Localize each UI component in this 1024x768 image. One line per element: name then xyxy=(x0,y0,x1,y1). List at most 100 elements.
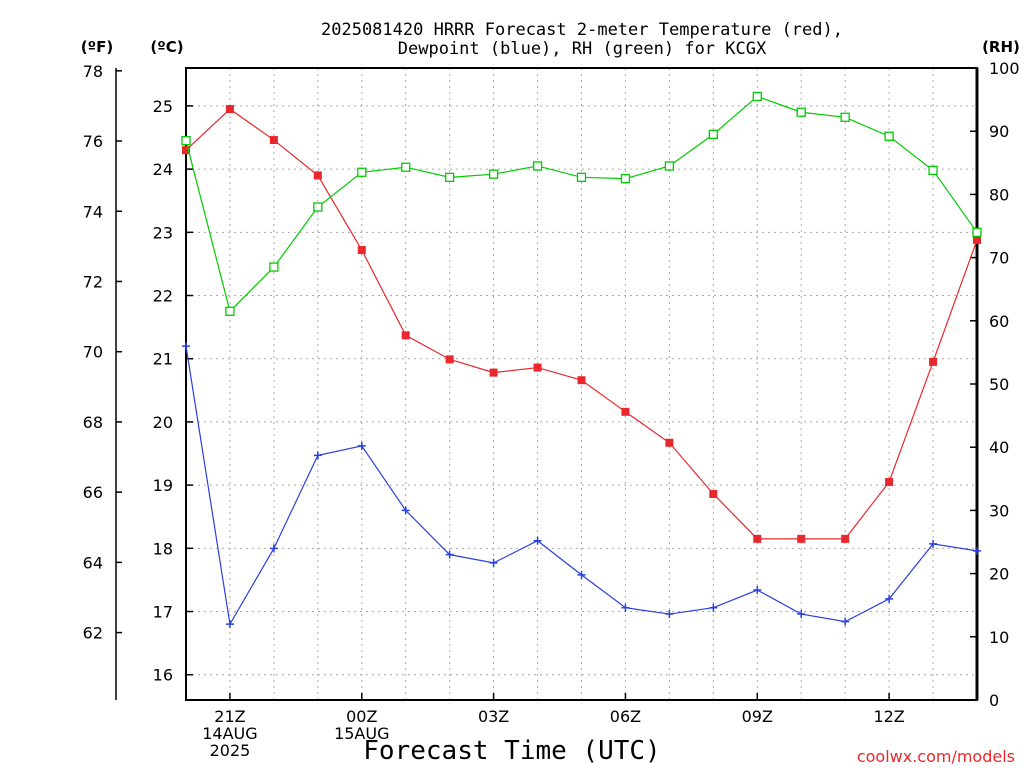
rh-unit-label: (RH) xyxy=(982,38,1020,56)
dewpoint-point xyxy=(709,603,718,612)
dewpoint-point xyxy=(621,603,630,612)
rh-tick-label: 30 xyxy=(989,501,1009,520)
temperature-point xyxy=(753,534,762,543)
rh-tick-label: 10 xyxy=(989,628,1009,647)
rh-point xyxy=(884,131,894,141)
celsius-tick-label: 21 xyxy=(153,350,173,369)
dewpoint-point xyxy=(225,620,234,629)
rh-point xyxy=(225,306,235,316)
x-tick-label: 2025 xyxy=(210,741,251,760)
rh-point xyxy=(357,167,367,177)
temperature-point xyxy=(533,363,542,372)
chart-title-line-2: Dewpoint (blue), RH (green) for KCGX xyxy=(398,39,767,59)
rh-tick-label: 0 xyxy=(989,691,999,710)
temperature-point xyxy=(841,534,850,543)
fahrenheit-tick-label: 72 xyxy=(83,272,103,291)
temperature-point xyxy=(445,355,454,364)
rh-tick-label: 50 xyxy=(989,375,1009,394)
temperature-point xyxy=(357,246,366,255)
dewpoint-point xyxy=(269,544,278,553)
fahrenheit-tick-label: 64 xyxy=(83,553,103,572)
fahrenheit-tick-label: 66 xyxy=(83,483,103,502)
fahrenheit-tick-label: 70 xyxy=(83,343,103,362)
rh-point xyxy=(576,172,587,182)
celsius-tick-label: 24 xyxy=(153,160,173,179)
x-tick-label: 03Z xyxy=(478,707,509,726)
rh-point xyxy=(752,91,762,102)
x-tick-label: 21Z xyxy=(214,707,245,726)
x-axis-label: Forecast Time (UTC) xyxy=(363,736,660,766)
dewpoint-point xyxy=(401,506,410,515)
dewpoint-point xyxy=(929,539,938,548)
celsius-tick-label: 16 xyxy=(153,666,173,685)
x-tick-label: 00Z xyxy=(346,707,377,726)
fahrenheit-tick-label: 68 xyxy=(83,413,103,432)
celsius-tick-label: 22 xyxy=(153,287,173,306)
temperature-point xyxy=(401,331,410,340)
rh-tick-label: 100 xyxy=(989,59,1020,78)
rh-tick-label: 20 xyxy=(989,565,1009,584)
temperature-point xyxy=(885,477,894,486)
rh-point xyxy=(972,227,982,237)
rh-point xyxy=(664,161,675,171)
temperature-point xyxy=(665,438,674,447)
celsius-tick-label: 19 xyxy=(153,476,173,495)
temperature-point xyxy=(489,368,498,377)
rh-point xyxy=(269,262,279,272)
rh-point xyxy=(181,136,191,146)
rh-point xyxy=(620,173,631,184)
dewpoint-point xyxy=(577,570,586,579)
axes: 16 17 18 19 20 21 22 23 24 25 62 64 66 68 70 72 74 76 78 0 1… xyxy=(83,59,1020,760)
chart-title-line-1: 2025081420 HRRR Forecast 2-meter Tempera… xyxy=(321,20,843,40)
temperature-point xyxy=(621,407,630,416)
series-layer xyxy=(181,91,982,629)
celsius-tick-label: 20 xyxy=(153,413,173,432)
rh-tick-label: 70 xyxy=(989,249,1009,268)
x-tick-label: 12Z xyxy=(873,707,904,726)
temperature-point xyxy=(313,171,322,180)
temperature-point xyxy=(709,489,718,498)
x-tick-label: 15AUG xyxy=(334,724,389,743)
fahrenheit-tick-label: 78 xyxy=(83,62,103,81)
rh-point xyxy=(708,129,718,140)
rh-tick-label: 90 xyxy=(989,122,1009,141)
x-tick-label: 14AUG xyxy=(202,724,257,743)
rh-point xyxy=(488,169,499,179)
rh-point xyxy=(313,202,323,212)
fahrenheit-tick-label: 74 xyxy=(83,202,103,221)
fahrenheit-tick-label: 76 xyxy=(83,132,103,151)
dewpoint-point xyxy=(182,342,190,351)
rh-point xyxy=(401,162,411,172)
fahrenheit-tick-label: 62 xyxy=(83,624,103,643)
dewpoint-point xyxy=(797,610,806,619)
temperature-point xyxy=(797,534,806,543)
fahrenheit-unit-label: (ºF) xyxy=(81,38,113,56)
celsius-tick-label: 23 xyxy=(153,223,173,242)
temperature-point xyxy=(182,146,190,155)
temperature-point xyxy=(269,136,278,145)
dewpoint-point xyxy=(357,441,366,450)
dewpoint-point xyxy=(313,451,322,460)
rh-point xyxy=(840,112,850,122)
celsius-unit-label: (ºC) xyxy=(150,38,183,56)
x-tick-label: 06Z xyxy=(610,707,641,726)
celsius-tick-label: 18 xyxy=(153,539,173,558)
rh-point xyxy=(796,107,806,117)
dewpoint-point xyxy=(445,550,454,559)
dewpoint-point xyxy=(533,536,542,545)
celsius-tick-label: 17 xyxy=(153,603,173,622)
temperature-point xyxy=(929,357,938,366)
celsius-tick-label: 25 xyxy=(153,97,173,116)
dewpoint-point xyxy=(665,610,674,619)
dewpoint-point xyxy=(885,594,894,603)
dewpoint-point xyxy=(753,586,762,595)
rh-point xyxy=(445,172,455,182)
dewpoint-point xyxy=(489,558,498,567)
temperature-point xyxy=(225,105,234,114)
temperature-point xyxy=(577,376,586,385)
rh-tick-label: 80 xyxy=(989,185,1009,204)
dewpoint-point xyxy=(973,546,981,555)
x-tick-label: 09Z xyxy=(742,707,773,726)
rh-point xyxy=(532,161,543,171)
